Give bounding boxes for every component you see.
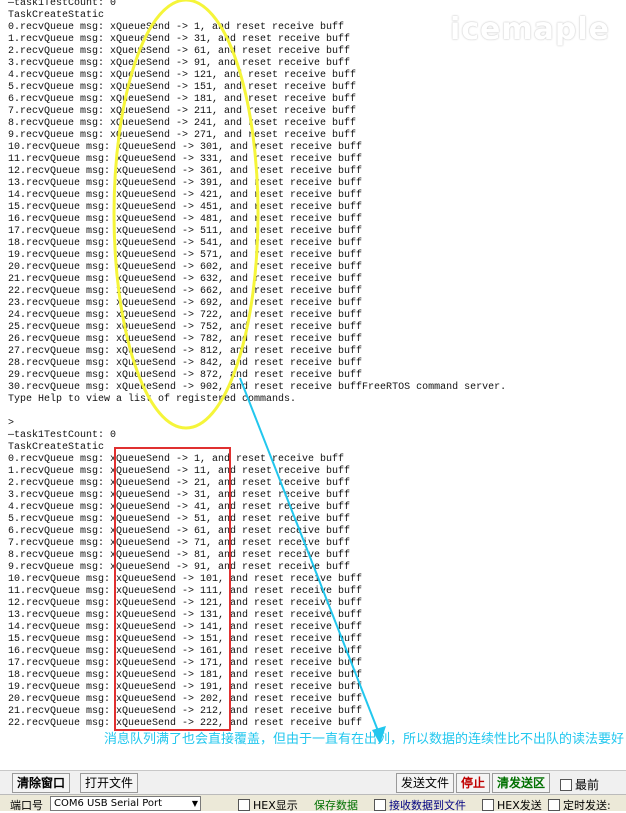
watermark-logo: icemaple — [449, 12, 610, 47]
terminal-line: 10.recvQueue msg: xQueueSend -> 101, and… — [8, 574, 363, 585]
bottom-toolbar: 清除窗口 打开文件 发送文件 停止 清发送区 最前 — [0, 770, 626, 795]
terminal-line: 23.recvQueue msg: xQueueSend -> 692, and… — [8, 298, 363, 309]
highlight-ellipse — [112, 0, 260, 430]
terminal-line: 9.recvQueue msg: xQueueSend -> 271, and … — [8, 130, 357, 141]
send-file-button[interactable]: 发送文件 — [396, 773, 455, 793]
hex-send-label: HEX发送 — [497, 799, 542, 812]
terminal-line: 18.recvQueue msg: xQueueSend -> 541, and… — [8, 238, 363, 249]
terminal-line: 12.recvQueue msg: xQueueSend -> 121, and… — [8, 598, 363, 609]
hex-send-checkbox[interactable]: HEX发送 — [482, 797, 542, 813]
clear-send-area-button[interactable]: 清发送区 — [492, 773, 551, 793]
terminal-line: 27.recvQueue msg: xQueueSend -> 812, and… — [8, 346, 363, 357]
save-data-button[interactable]: 保存数据 — [314, 799, 358, 812]
topmost-label: 最前 — [575, 778, 600, 792]
terminal-line: 12.recvQueue msg: xQueueSend -> 361, and… — [8, 166, 363, 177]
terminal-line: 4.recvQueue msg: xQueueSend -> 121, and … — [8, 70, 357, 81]
terminal-line: 14.recvQueue msg: xQueueSend -> 421, and… — [8, 190, 363, 201]
timed-send-label: 定时发送: — [563, 799, 611, 812]
terminal-line: 21.recvQueue msg: xQueueSend -> 212, and… — [8, 706, 363, 717]
terminal-line: 5.recvQueue msg: xQueueSend -> 151, and … — [8, 82, 357, 93]
terminal-line: 24.recvQueue msg: xQueueSend -> 722, and… — [8, 310, 363, 321]
terminal-line: 7.recvQueue msg: xQueueSend -> 71, and r… — [8, 538, 351, 549]
stop-button[interactable]: 停止 — [456, 773, 491, 793]
hex-display-label: HEX显示 — [253, 799, 298, 812]
terminal-line: 13.recvQueue msg: xQueueSend -> 391, and… — [8, 178, 363, 189]
recv-to-file-label: 接收数据到文件 — [389, 799, 466, 812]
port-select[interactable]: COM6 USB Serial Port ▼ — [50, 796, 201, 811]
terminal-line: 1.recvQueue msg: xQueueSend -> 11, and r… — [8, 466, 351, 477]
recv-to-file-checkbox[interactable]: 接收数据到文件 — [374, 797, 466, 813]
terminal-line: 17.recvQueue msg: xQueueSend -> 171, and… — [8, 658, 363, 669]
terminal-line: 10.recvQueue msg: xQueueSend -> 301, and… — [8, 142, 363, 153]
terminal-line: 17.recvQueue msg: xQueueSend -> 511, and… — [8, 226, 363, 237]
terminal-line: 11.recvQueue msg: xQueueSend -> 331, and… — [8, 154, 363, 165]
terminal-line: 3.recvQueue msg: xQueueSend -> 31, and r… — [8, 490, 351, 501]
annotation-arrow-line — [239, 377, 381, 737]
terminal-line: 11.recvQueue msg: xQueueSend -> 111, and… — [8, 586, 363, 597]
terminal-line: 5.recvQueue msg: xQueueSend -> 51, and r… — [8, 514, 351, 525]
hex-send-checkbox-box[interactable] — [482, 799, 494, 811]
terminal-line: 3.recvQueue msg: xQueueSend -> 91, and r… — [8, 58, 351, 69]
terminal-line: 15.recvQueue msg: xQueueSend -> 151, and… — [8, 634, 363, 645]
terminal-line: 20.recvQueue msg: xQueueSend -> 602, and… — [8, 262, 363, 273]
recv-to-file-checkbox-box[interactable] — [374, 799, 386, 811]
highlight-box — [114, 447, 231, 731]
topmost-checkbox[interactable]: 最前 — [560, 776, 599, 793]
terminal-line: 19.recvQueue msg: xQueueSend -> 191, and… — [8, 682, 363, 693]
timed-send-checkbox[interactable]: 定时发送: — [548, 797, 611, 813]
terminal-line: 15.recvQueue msg: xQueueSend -> 451, and… — [8, 202, 363, 213]
port-label: 端口号 — [10, 799, 43, 812]
topmost-checkbox-box[interactable] — [560, 778, 572, 791]
terminal-line: 8.recvQueue msg: xQueueSend -> 81, and r… — [8, 550, 351, 561]
terminal-line: 9.recvQueue msg: xQueueSend -> 91, and r… — [8, 562, 351, 573]
terminal-line: TaskCreateStatic — [8, 10, 105, 21]
terminal-line: 16.recvQueue msg: xQueueSend -> 481, and… — [8, 214, 363, 225]
annotation-text: 消息队列满了也会直接覆盖，但由于一直有在出列，所以数据的连续性比不出队的读法要好 — [104, 732, 625, 747]
terminal-line: —task1TestCount: 0 — [8, 0, 117, 9]
port-select-value: COM6 USB Serial Port — [54, 798, 163, 809]
terminal-line: —task1TestCount: 0 — [8, 430, 117, 441]
serial-receive-area[interactable]: icemaple —task1TestCount: 0 TaskCreateSta… — [0, 0, 626, 768]
terminal-line: 22.recvQueue msg: xQueueSend -> 222, and… — [8, 718, 363, 729]
terminal-line: > — [8, 418, 15, 429]
timed-send-checkbox-box[interactable] — [548, 799, 560, 811]
terminal-line: 14.recvQueue msg: xQueueSend -> 141, and… — [8, 622, 363, 633]
hex-display-checkbox[interactable]: HEX显示 — [238, 797, 298, 813]
terminal-line: 8.recvQueue msg: xQueueSend -> 241, and … — [8, 118, 357, 129]
clear-window-button[interactable]: 清除窗口 — [12, 773, 71, 793]
terminal-line: 22.recvQueue msg: xQueueSend -> 662, and… — [8, 286, 363, 297]
annotation-overlay — [112, 0, 386, 744]
terminal-line: 21.recvQueue msg: xQueueSend -> 632, and… — [8, 274, 363, 285]
terminal-line: 7.recvQueue msg: xQueueSend -> 211, and … — [8, 106, 357, 117]
chevron-down-icon: ▼ — [191, 799, 198, 808]
hex-display-checkbox-box[interactable] — [238, 799, 250, 811]
open-file-button[interactable]: 打开文件 — [80, 773, 139, 793]
terminal-line: 30.recvQueue msg: xQueueSend -> 902, and… — [8, 382, 507, 393]
terminal-line: Type Help to view a list of registered c… — [8, 394, 297, 405]
terminal-line: 4.recvQueue msg: xQueueSend -> 41, and r… — [8, 502, 351, 513]
terminal-line: 29.recvQueue msg: xQueueSend -> 872, and… — [8, 370, 363, 381]
terminal-line: 2.recvQueue msg: xQueueSend -> 21, and r… — [8, 478, 351, 489]
terminal-line: 25.recvQueue msg: xQueueSend -> 752, and… — [8, 322, 363, 333]
terminal-line: 19.recvQueue msg: xQueueSend -> 571, and… — [8, 250, 363, 261]
terminal-line: TaskCreateStatic — [8, 442, 105, 453]
terminal-line: 16.recvQueue msg: xQueueSend -> 161, and… — [8, 646, 363, 657]
terminal-line: 0.recvQueue msg: xQueueSend -> 1, and re… — [8, 454, 345, 465]
annotation-arrow-head — [372, 726, 386, 744]
terminal-line: 20.recvQueue msg: xQueueSend -> 202, and… — [8, 694, 363, 705]
terminal-line: 26.recvQueue msg: xQueueSend -> 782, and… — [8, 334, 363, 345]
terminal-line: 6.recvQueue msg: xQueueSend -> 181, and … — [8, 94, 357, 105]
bottom-settings-bar: 端口号 COM6 USB Serial Port ▼ HEX显示 保存数据 接收… — [0, 794, 626, 813]
terminal-line: 13.recvQueue msg: xQueueSend -> 131, and… — [8, 610, 363, 621]
terminal-line: 18.recvQueue msg: xQueueSend -> 181, and… — [8, 670, 363, 681]
